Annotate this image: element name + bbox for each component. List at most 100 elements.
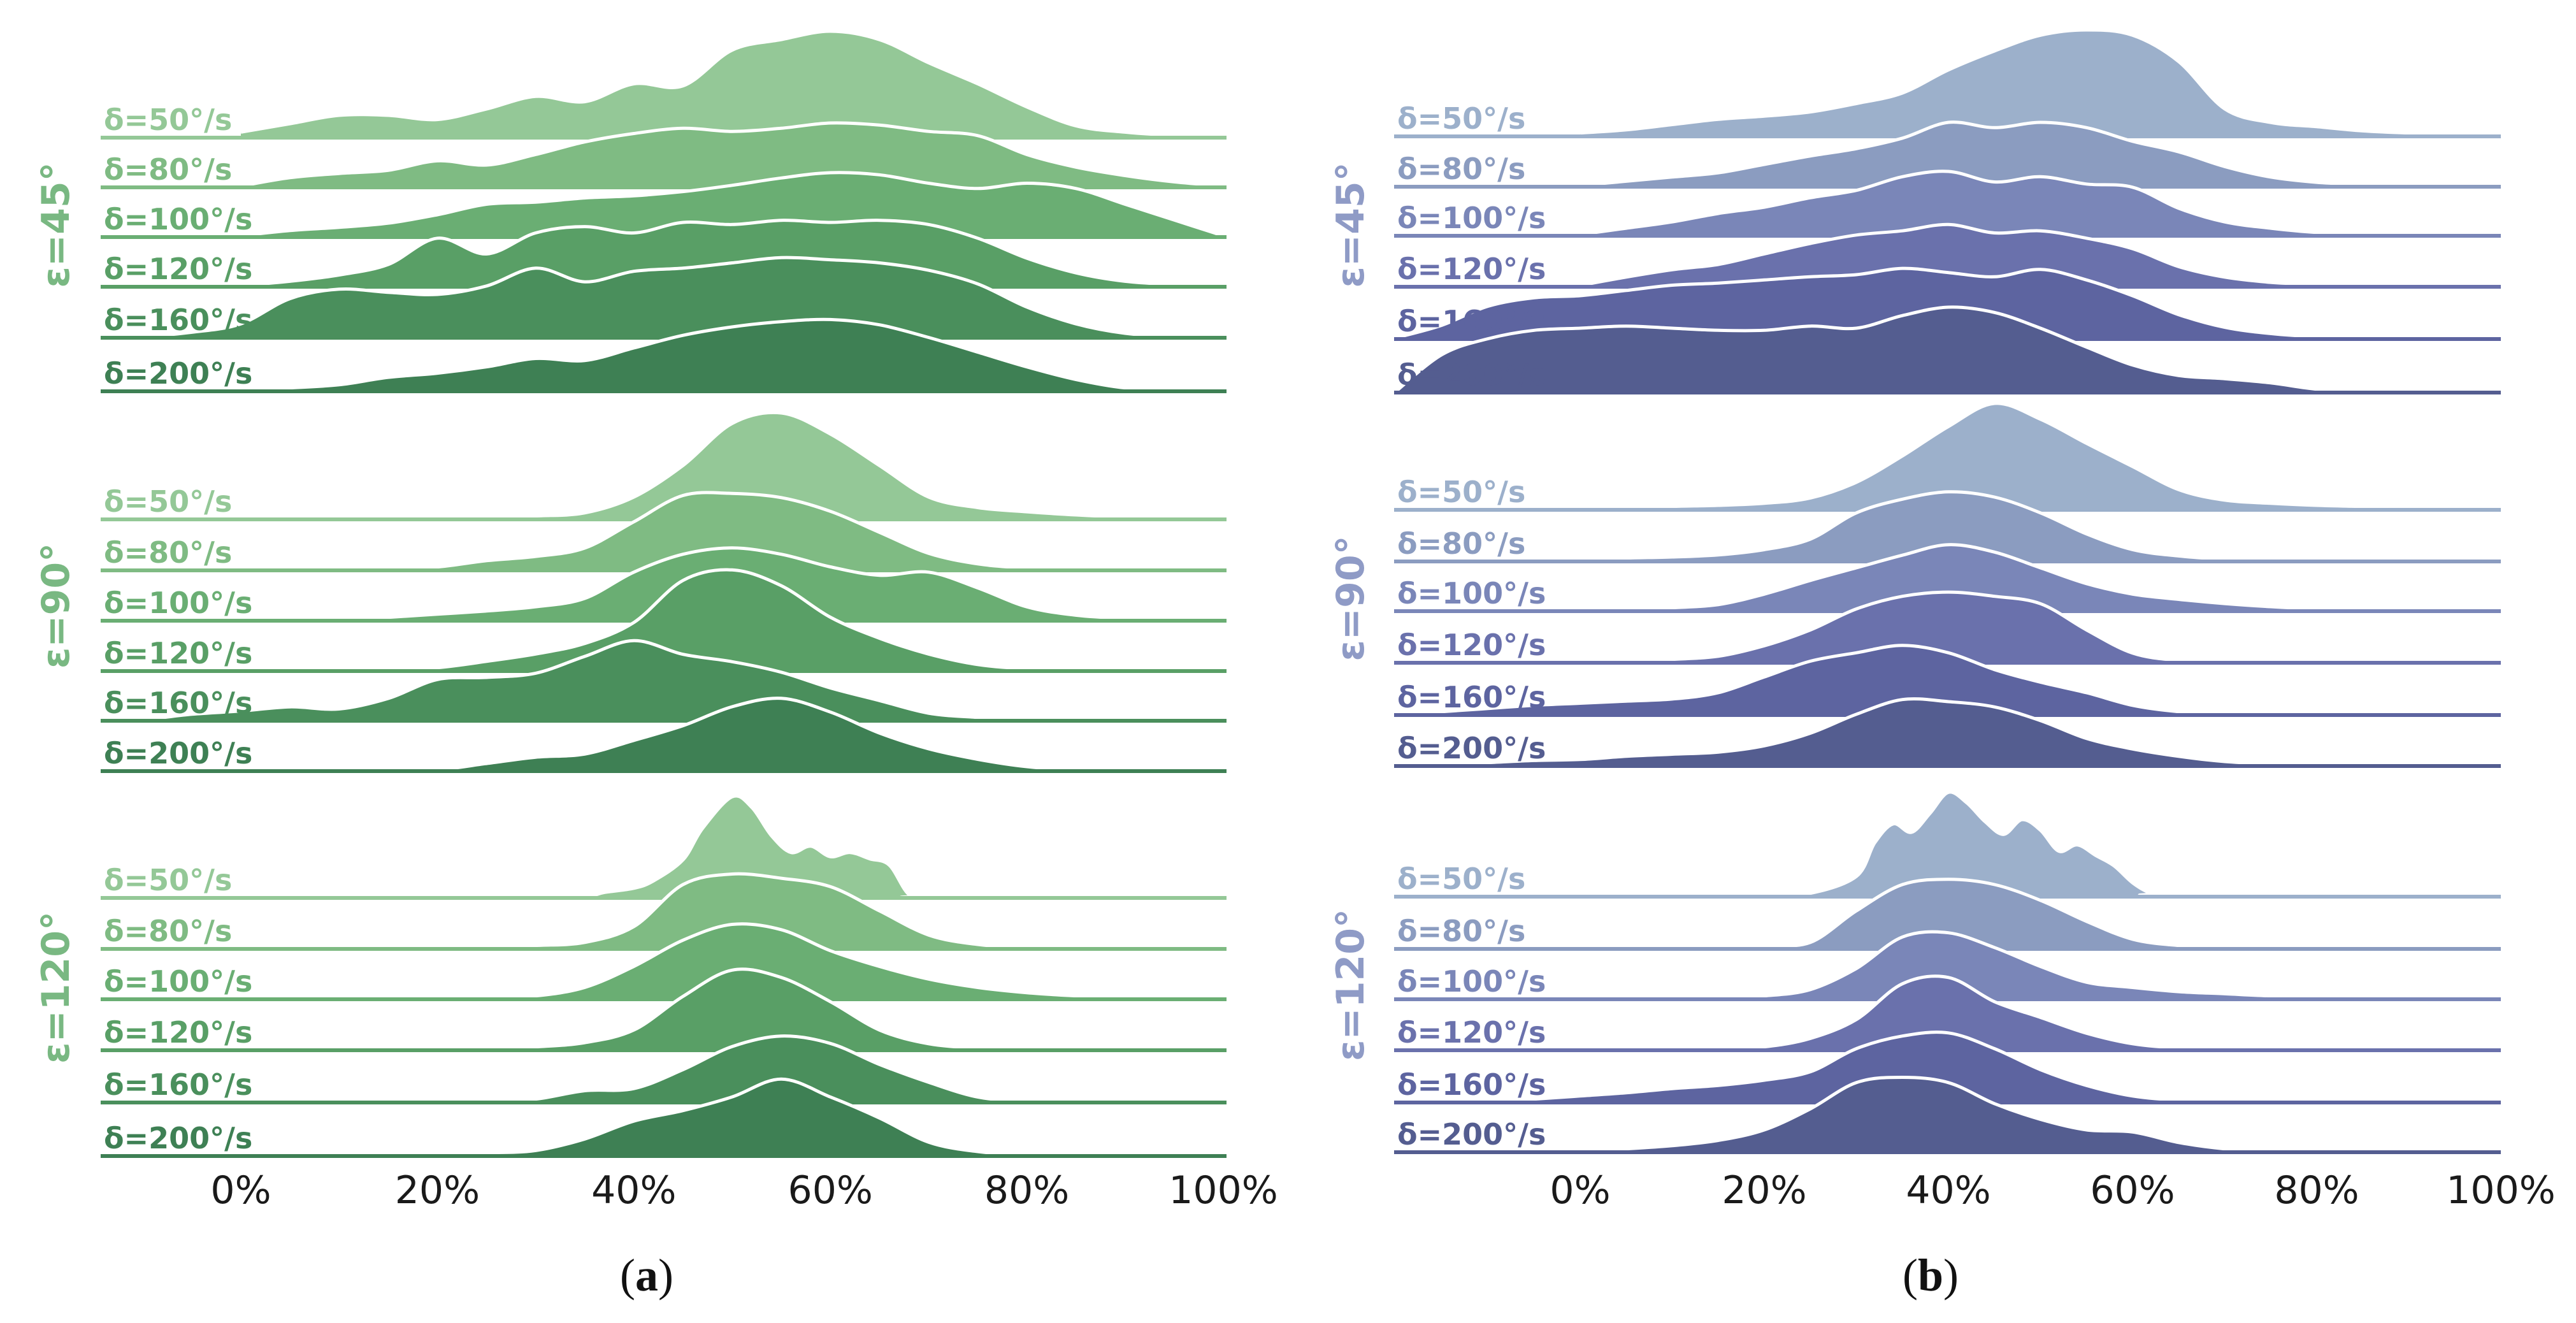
ridge-group-1: δ=50°/sδ=80°/sδ=100°/sδ=120°/sδ=160°/sδ=…	[1328, 28, 2501, 394]
ridge-row: δ=100°/s	[1394, 930, 2501, 1001]
ridge-row: δ=200°/s	[1394, 697, 2501, 768]
row-label: δ=160°/s	[104, 686, 252, 720]
density-outline	[93, 256, 1224, 338]
row-label: δ=100°/s	[104, 202, 252, 236]
ridge-group-1: δ=50°/sδ=80°/sδ=100°/sδ=120°/sδ=160°/sδ=…	[34, 29, 1227, 393]
x-tick-label: 20%	[395, 1168, 480, 1213]
row-label: δ=80°/s	[104, 914, 232, 948]
density-outline	[1395, 305, 2501, 393]
row-label: δ=50°/s	[104, 863, 232, 897]
density-outline	[1395, 266, 2501, 340]
row-label: δ=200°/s	[1397, 731, 1546, 765]
density-area	[1396, 645, 2501, 714]
density-outline	[241, 546, 1224, 621]
ridge-row: δ=80°/s	[101, 121, 1227, 189]
ridge-row: δ=200°/s	[101, 697, 1227, 773]
row-label: δ=50°/s	[104, 484, 232, 519]
density-area	[1396, 698, 2501, 765]
caption-close: )	[1943, 1250, 1959, 1301]
ridge-row: δ=200°/s	[1394, 305, 2501, 394]
row-label: δ=80°/s	[1397, 914, 1525, 948]
density-area	[1396, 1077, 2501, 1152]
x-axis-ticks: 0% 20% 40% 60% 80% 100%	[1550, 1168, 2555, 1213]
row-label: δ=160°/s	[104, 1067, 252, 1102]
density-area	[1580, 403, 2501, 509]
density-area	[1580, 491, 2501, 561]
ridge-row: δ=200°/s	[1394, 1076, 2501, 1154]
density-area	[93, 257, 1224, 337]
caption-open: (	[1903, 1250, 1918, 1301]
caption-letter: b	[1918, 1250, 1943, 1301]
row-label: δ=50°/s	[104, 103, 232, 137]
row-label: δ=100°/s	[1397, 964, 1546, 999]
ridge-group-3: δ=50°/s δ=80°/s δ=100°/s δ=120°/s δ=160°/s δ=…	[34, 794, 1227, 1158]
ridge-row: δ=160°/s	[93, 639, 1227, 723]
row-label: δ=120°/s	[1397, 252, 1546, 286]
row-label: δ=120°/s	[1397, 628, 1546, 662]
density-area	[241, 122, 1223, 186]
panel-a: δ=50°/s δ=80°/s δ=100°/s δ=120°/s δ=160°/s δ=…	[34, 29, 1278, 1301]
row-label: δ=200°/s	[104, 736, 252, 770]
density-area	[1580, 792, 2501, 896]
x-tick-label: 80%	[2274, 1168, 2359, 1213]
density-area	[241, 969, 1223, 1050]
x-tick-label: 100%	[2446, 1168, 2556, 1213]
group-label: ε=120°	[34, 911, 78, 1064]
ridge-row: δ=100°/s	[101, 171, 1227, 239]
ridge-row: δ=200°/s	[101, 1077, 1227, 1158]
row-label: δ=200°/s	[104, 1121, 252, 1155]
row-label: δ=100°/s	[1397, 201, 1546, 235]
density-area	[1580, 879, 2501, 948]
row-label: δ=120°/s	[104, 636, 252, 670]
ridge-row: δ=160°/s	[93, 256, 1227, 340]
density-area	[1580, 592, 2501, 662]
group-label: ε=45°	[34, 162, 78, 287]
density-outline	[240, 29, 1224, 138]
group-label: ε=45°	[1328, 162, 1373, 287]
row-label: δ=80°/s	[104, 535, 232, 570]
density-outline	[1579, 120, 2501, 187]
density-area	[1396, 307, 2501, 392]
density-area	[1580, 976, 2501, 1050]
row-label: δ=200°/s	[1397, 1117, 1546, 1152]
density-area	[1580, 30, 2501, 135]
density-area	[241, 698, 1223, 770]
row-label: δ=80°/s	[1397, 526, 1525, 561]
ridge-row: δ=160°/s	[101, 1034, 1227, 1104]
density-area	[1580, 171, 2501, 235]
x-tick-label: 20%	[1722, 1168, 1806, 1213]
density-area	[93, 640, 1224, 720]
panel-caption: (b)	[1903, 1250, 1959, 1301]
row-label: δ=50°/s	[1397, 101, 1525, 136]
ridge-row: δ=120°/s	[101, 568, 1227, 673]
density-area	[1580, 932, 2501, 999]
panel-b: δ=50°/s δ=80°/s δ=100°/s δ=120°/s δ=160°/s δ=…	[1328, 28, 2556, 1301]
row-label: δ=50°/s	[1397, 862, 1525, 896]
row-label: δ=120°/s	[1397, 1015, 1546, 1050]
density-area	[241, 412, 1223, 519]
density-area	[241, 172, 1223, 236]
row-label: δ=200°/s	[1397, 358, 1546, 392]
x-axis-ticks: 0% 20% 40% 60% 80% 100%	[210, 1168, 1277, 1213]
density-area	[241, 795, 1223, 898]
density-area	[1396, 1032, 2501, 1102]
row-label: δ=120°/s	[104, 252, 252, 286]
density-area	[241, 220, 1223, 286]
row-label: δ=100°/s	[1397, 576, 1546, 611]
row-label: δ=100°/s	[104, 586, 252, 620]
density-outline	[240, 121, 1224, 188]
ridge-group-3: δ=50°/s δ=80°/s δ=100°/s δ=120°/s δ=160°/s δ=…	[1328, 790, 2501, 1154]
group-label: ε=90°	[34, 543, 78, 669]
row-label: δ=120°/s	[104, 1015, 252, 1050]
caption-letter: a	[635, 1250, 658, 1301]
ridge-row: δ=120°/s	[1394, 590, 2501, 665]
density-outline	[1579, 28, 2501, 137]
x-tick-label: 0%	[210, 1168, 271, 1213]
row-label: δ=80°/s	[104, 152, 232, 187]
density-area	[241, 923, 1223, 999]
group-label: ε=90°	[1328, 535, 1373, 661]
density-outline	[240, 219, 1224, 287]
x-tick-label: 60%	[788, 1168, 873, 1213]
row-label: δ=80°/s	[1397, 152, 1525, 186]
